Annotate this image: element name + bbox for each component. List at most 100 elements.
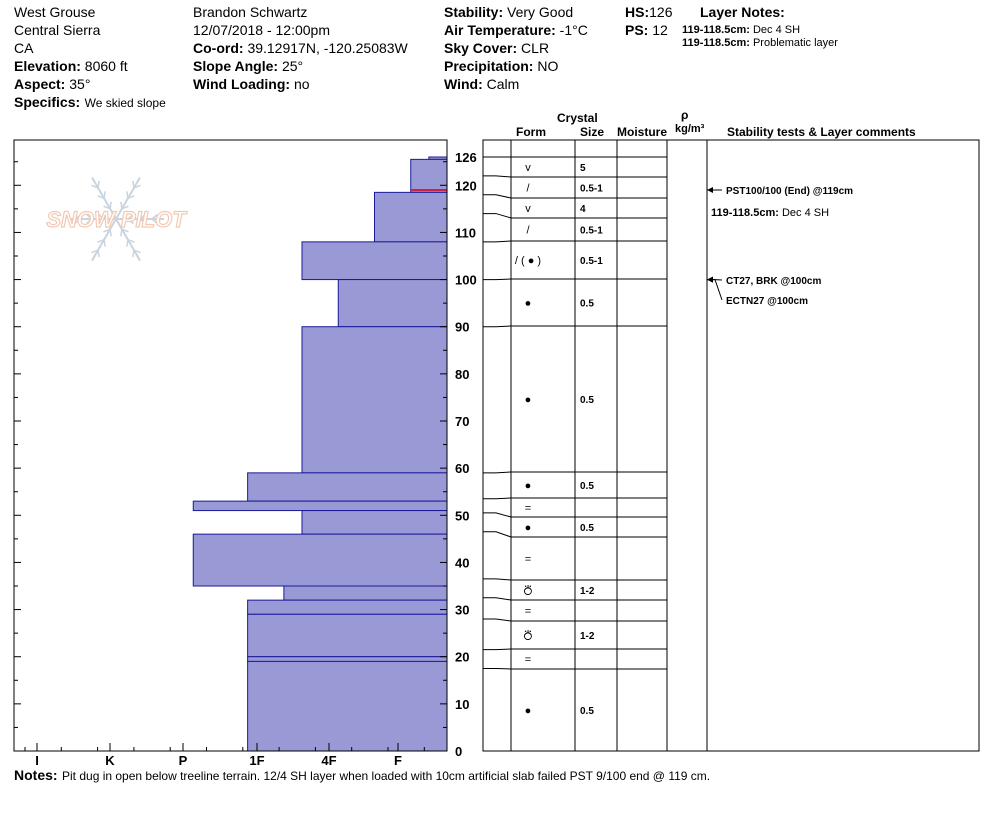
sky-row: Sky Cover: CLR (444, 40, 549, 56)
elevation-row: Elevation: 8060 ft (14, 58, 128, 74)
stability-test-text: ECTN27 @100cm (726, 296, 808, 307)
snowflake-branch (91, 249, 99, 254)
layer-notes-title: Layer Notes: (700, 4, 785, 20)
layer-form: / (526, 183, 530, 195)
hardness-tick-label: F (394, 753, 402, 768)
snowflake-branch (86, 213, 93, 220)
height-tick-label: 70 (455, 414, 469, 429)
stability-arrowhead (707, 276, 713, 283)
slope-row: Slope Angle: 25° (193, 58, 303, 74)
profile-bar (301, 326, 448, 474)
snowflake-branch (103, 239, 106, 247)
precip-value: NO (537, 58, 559, 74)
height-tick-label: 80 (455, 367, 469, 382)
profile-bar (337, 279, 448, 328)
snowflake-branch (91, 184, 99, 189)
snowflake-branch (97, 195, 105, 199)
layer-comment-range: 119-118.5cm: (711, 207, 782, 219)
layer-form: = (525, 554, 531, 566)
height-tick-label: 126 (455, 150, 477, 165)
state-name: CA (14, 40, 34, 56)
layer-connector (483, 175, 512, 178)
snowflake-branch (103, 205, 111, 210)
stability-label: Stability: (444, 4, 504, 20)
layer-size: 4 (580, 204, 586, 215)
air-temp-row: Air Temperature: -1°C (444, 22, 588, 38)
stability-test-text: CT27, BRK @100cm (726, 276, 821, 287)
snowflake-branch (127, 239, 135, 243)
profile-bar (192, 500, 448, 512)
wind-loading-row: Wind Loading: no (193, 76, 310, 92)
snowflake-branch (74, 213, 81, 220)
height-tick-label: 10 (455, 697, 469, 712)
layer-form: = (525, 654, 531, 666)
stability-pointer (707, 279, 723, 301)
layer-table: v 5 / 0.5-1 v 4 / 0.5-1 / ( ● ) 0.5-1 ● 0.5 ● 0.5 ● 0.5… (483, 156, 667, 717)
hardness-tick-label: 4F (321, 753, 336, 768)
layer-connector (483, 240, 512, 243)
density-unit-header: kg/m³ (675, 123, 705, 135)
ps-row: PS: 12 (625, 22, 668, 38)
snowflake-branch (133, 184, 141, 189)
air-temp-label: Air Temperature: (444, 22, 556, 38)
snowflake-branch (97, 250, 100, 258)
layer-connector (483, 618, 512, 622)
height-tick-label: 100 (455, 273, 477, 288)
layer-note-1-range: 119-118.5cm: (682, 24, 750, 36)
hs-label: HS: (625, 4, 650, 20)
hardness-tick-label: K (105, 753, 115, 768)
crystal-header: Crystal (557, 111, 598, 125)
layer-form: ● (525, 705, 532, 717)
layer-note-2-text: Problematic layer (752, 37, 838, 49)
slope-value: 25° (281, 58, 304, 74)
snowflake-branch (109, 201, 112, 209)
snowflake-branch (103, 191, 106, 199)
snowflake-branch (120, 229, 123, 237)
layer-size: 0.5 (580, 395, 594, 406)
layer-form: ● (525, 298, 532, 310)
profile-bar (301, 241, 448, 281)
layer-form: ● (525, 394, 532, 406)
layer-comment-text: Dec 4 SH (782, 207, 829, 219)
snowflake-branch (132, 250, 135, 258)
layer-connector (483, 668, 512, 670)
form-header: Form (516, 125, 546, 139)
layer-form: v (525, 162, 531, 174)
aspect-row: Aspect: 35° (14, 76, 90, 92)
location-name: West Grouse (14, 4, 96, 20)
layer-note-1-text: Dec 4 SH (752, 24, 801, 36)
coord-row: Co-ord: 39.12917N, -120.25083W (193, 40, 408, 56)
profile-bar (374, 191, 448, 243)
size-header: Size (580, 125, 605, 139)
hardness-tick-label: I (35, 753, 39, 768)
layer-table-frame (482, 139, 980, 752)
layer-form: ⛣ (523, 585, 534, 597)
stability-arrowhead (707, 187, 713, 193)
notes-row: Notes: Pit dug in open below treeline te… (14, 767, 710, 785)
snowflake-branch (103, 228, 111, 233)
layer-form: / ( ● ) (515, 255, 541, 267)
layer-connector (483, 194, 512, 199)
wind-value: Calm (486, 76, 520, 92)
layer-note-1: 119-118.5cm: Dec 4 SH (682, 24, 800, 36)
snowflake-branch (98, 213, 105, 220)
notes-text: Pit dug in open below treeline terrain. … (62, 769, 711, 783)
height-tick-label: 90 (455, 320, 469, 335)
height-tick-label: 20 (455, 650, 469, 665)
layer-size: 0.5-1 (580, 256, 603, 267)
layer-form: ● (525, 480, 532, 492)
layer-connector (483, 597, 512, 601)
wind-loading-value: no (293, 76, 310, 92)
snowflake-branch (97, 180, 100, 188)
snowflake-branch (132, 180, 135, 188)
air-temp-value: -1°C (559, 22, 588, 38)
profile-bar (247, 660, 448, 752)
aspect-label: Aspect: (14, 76, 66, 92)
coord-label: Co-ord: (193, 40, 244, 56)
layer-form: / (526, 225, 530, 237)
range-name: Central Sierra (14, 22, 101, 38)
layer-size: 0.5 (580, 706, 594, 717)
precip-row: Precipitation: NO (444, 58, 558, 74)
hardness-tick-label: 1F (249, 753, 264, 768)
